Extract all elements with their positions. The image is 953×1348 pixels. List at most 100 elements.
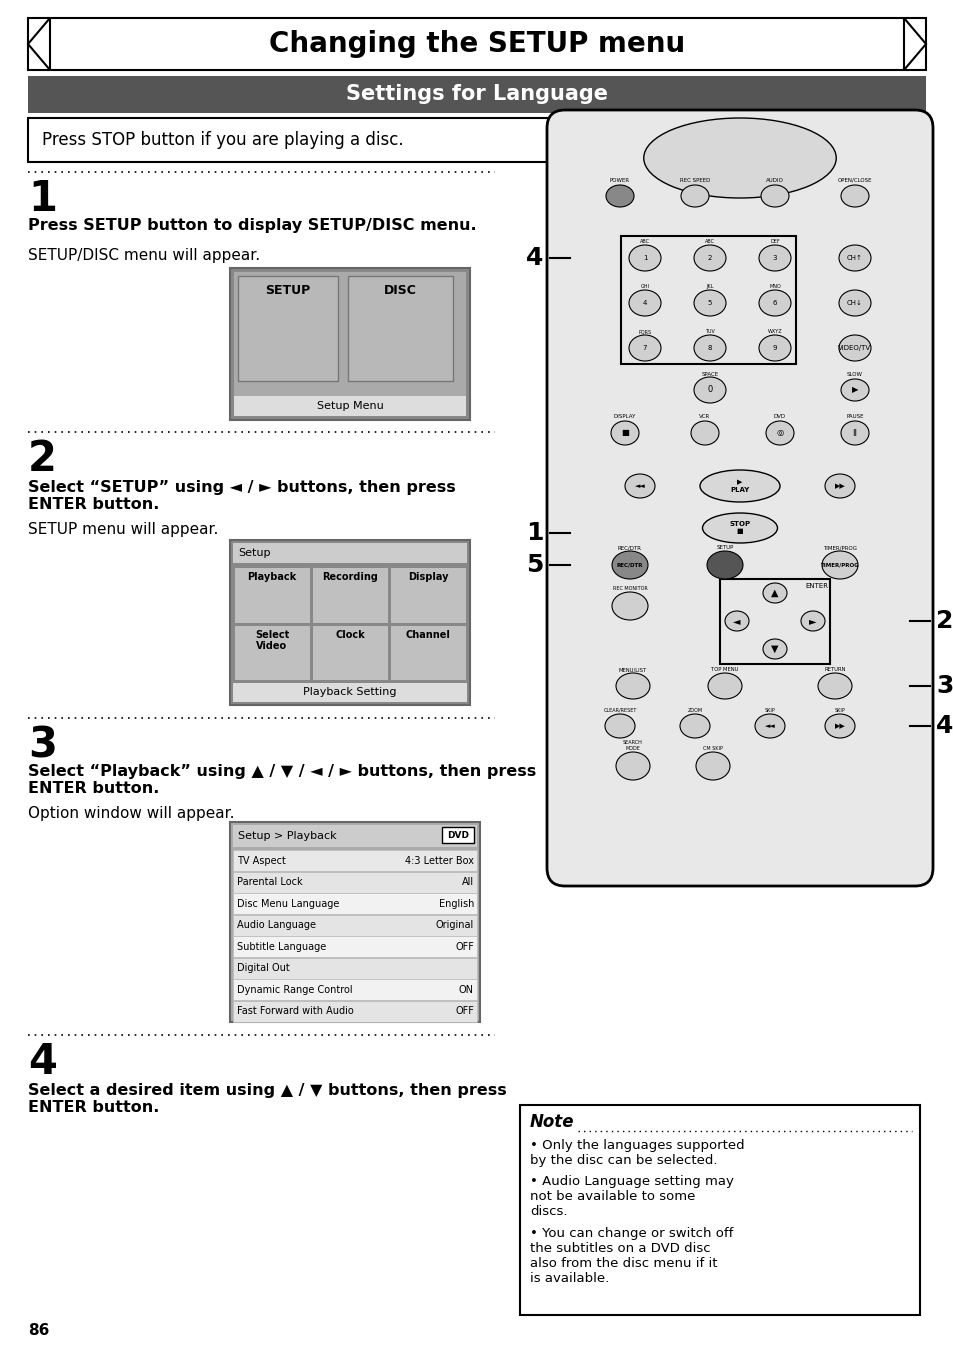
Text: CLEAR/RESET: CLEAR/RESET xyxy=(602,708,636,713)
Text: VCR: VCR xyxy=(699,414,710,419)
Text: Setup > Playback: Setup > Playback xyxy=(237,830,336,841)
Text: SETUP menu will appear.: SETUP menu will appear. xyxy=(28,522,218,537)
Ellipse shape xyxy=(679,714,709,737)
Ellipse shape xyxy=(724,611,748,631)
Bar xyxy=(230,541,470,705)
Ellipse shape xyxy=(838,336,870,361)
Text: POWER: POWER xyxy=(609,178,629,183)
Text: All: All xyxy=(461,878,474,887)
Text: ON: ON xyxy=(458,985,474,995)
Ellipse shape xyxy=(693,245,725,271)
Bar xyxy=(233,914,476,936)
Ellipse shape xyxy=(604,714,635,737)
Text: DVD: DVD xyxy=(773,414,785,419)
Text: ENTER: ENTER xyxy=(804,584,827,589)
Ellipse shape xyxy=(838,290,870,315)
Text: • Audio Language setting may
not be available to some
discs.: • Audio Language setting may not be avai… xyxy=(530,1175,733,1219)
Bar xyxy=(28,75,925,113)
Text: ◄◄: ◄◄ xyxy=(763,723,775,729)
Text: SKIP: SKIP xyxy=(834,708,844,713)
Text: DISPLAY: DISPLAY xyxy=(613,414,636,419)
Text: Select “Playback” using ▲ / ▼ / ◄ / ► buttons, then press
ENTER button.: Select “Playback” using ▲ / ▼ / ◄ / ► bu… xyxy=(28,764,536,797)
Text: ▼: ▼ xyxy=(770,644,778,654)
Text: ◄: ◄ xyxy=(733,616,740,625)
Ellipse shape xyxy=(821,551,857,580)
Text: ▶
PLAY: ▶ PLAY xyxy=(730,480,749,492)
Text: Display: Display xyxy=(407,572,448,582)
Ellipse shape xyxy=(801,611,824,631)
Bar xyxy=(441,828,474,842)
Text: Option window will appear.: Option window will appear. xyxy=(28,806,234,821)
Text: Original: Original xyxy=(436,921,474,930)
Text: 9: 9 xyxy=(772,345,777,350)
Text: 4:3 Letter Box: 4:3 Letter Box xyxy=(405,856,474,865)
Ellipse shape xyxy=(693,290,725,315)
Text: ▶: ▶ xyxy=(851,386,858,395)
Text: 6: 6 xyxy=(772,301,777,306)
Text: ►: ► xyxy=(808,616,816,625)
Text: ABC: ABC xyxy=(639,239,649,244)
Text: 7: 7 xyxy=(642,345,646,350)
Ellipse shape xyxy=(759,336,790,361)
Text: Recording: Recording xyxy=(322,572,377,582)
Bar xyxy=(348,276,453,381)
Text: Clock: Clock xyxy=(335,630,364,639)
Text: 5: 5 xyxy=(707,301,712,306)
Text: 2: 2 xyxy=(28,438,57,480)
Text: Setup: Setup xyxy=(237,549,271,558)
Text: SETUP: SETUP xyxy=(716,545,733,550)
Text: Select a desired item using ▲ / ▼ buttons, then press
ENTER button.: Select a desired item using ▲ / ▼ button… xyxy=(28,1082,506,1115)
Text: VIDEO/TV: VIDEO/TV xyxy=(838,345,871,350)
Polygon shape xyxy=(903,18,925,70)
Bar xyxy=(390,624,465,679)
Text: Setup Menu: Setup Menu xyxy=(316,400,383,411)
Text: Channel: Channel xyxy=(405,630,450,639)
Text: CM SKIP: CM SKIP xyxy=(702,745,722,751)
Ellipse shape xyxy=(765,421,793,445)
Text: OFF: OFF xyxy=(455,942,474,952)
Text: ZOOM: ZOOM xyxy=(687,708,701,713)
Ellipse shape xyxy=(693,336,725,361)
Text: REC/DTR: REC/DTR xyxy=(618,545,641,550)
Bar xyxy=(312,568,388,623)
Ellipse shape xyxy=(762,582,786,603)
Bar xyxy=(233,936,476,957)
Ellipse shape xyxy=(690,421,719,445)
Text: Digital Out: Digital Out xyxy=(236,964,290,973)
Text: 4: 4 xyxy=(526,245,543,270)
Ellipse shape xyxy=(696,752,729,780)
Text: SETUP/DISC menu will appear.: SETUP/DISC menu will appear. xyxy=(28,248,260,263)
Bar xyxy=(233,624,310,679)
Ellipse shape xyxy=(762,639,786,659)
Text: Note: Note xyxy=(530,1113,574,1131)
Text: ▶▶: ▶▶ xyxy=(834,483,844,489)
Bar xyxy=(233,543,467,563)
Text: 8: 8 xyxy=(707,345,712,350)
Text: CH↑: CH↑ xyxy=(846,255,862,262)
Bar xyxy=(720,578,829,663)
Ellipse shape xyxy=(700,470,780,501)
Polygon shape xyxy=(28,18,50,70)
Ellipse shape xyxy=(624,474,655,497)
Text: TUV: TUV xyxy=(704,329,714,334)
Text: GHI: GHI xyxy=(639,284,649,288)
Text: CH↓: CH↓ xyxy=(846,301,862,306)
Ellipse shape xyxy=(605,185,634,208)
Text: Audio Language: Audio Language xyxy=(236,921,315,930)
Text: STOP
■: STOP ■ xyxy=(729,522,750,535)
Text: Parental Lock: Parental Lock xyxy=(236,878,302,887)
Ellipse shape xyxy=(759,245,790,271)
Ellipse shape xyxy=(680,185,708,208)
Text: DISC: DISC xyxy=(383,284,416,297)
Ellipse shape xyxy=(841,185,868,208)
Text: Press STOP button if you are playing a disc.: Press STOP button if you are playing a d… xyxy=(42,131,403,150)
Ellipse shape xyxy=(693,377,725,403)
Bar xyxy=(390,568,465,623)
Bar xyxy=(237,276,337,381)
Text: AUDIO: AUDIO xyxy=(765,178,783,183)
Ellipse shape xyxy=(612,592,647,620)
Bar xyxy=(620,236,795,364)
Text: DEF: DEF xyxy=(769,239,779,244)
Text: PQRS: PQRS xyxy=(638,329,651,334)
Text: 4: 4 xyxy=(28,1041,57,1082)
